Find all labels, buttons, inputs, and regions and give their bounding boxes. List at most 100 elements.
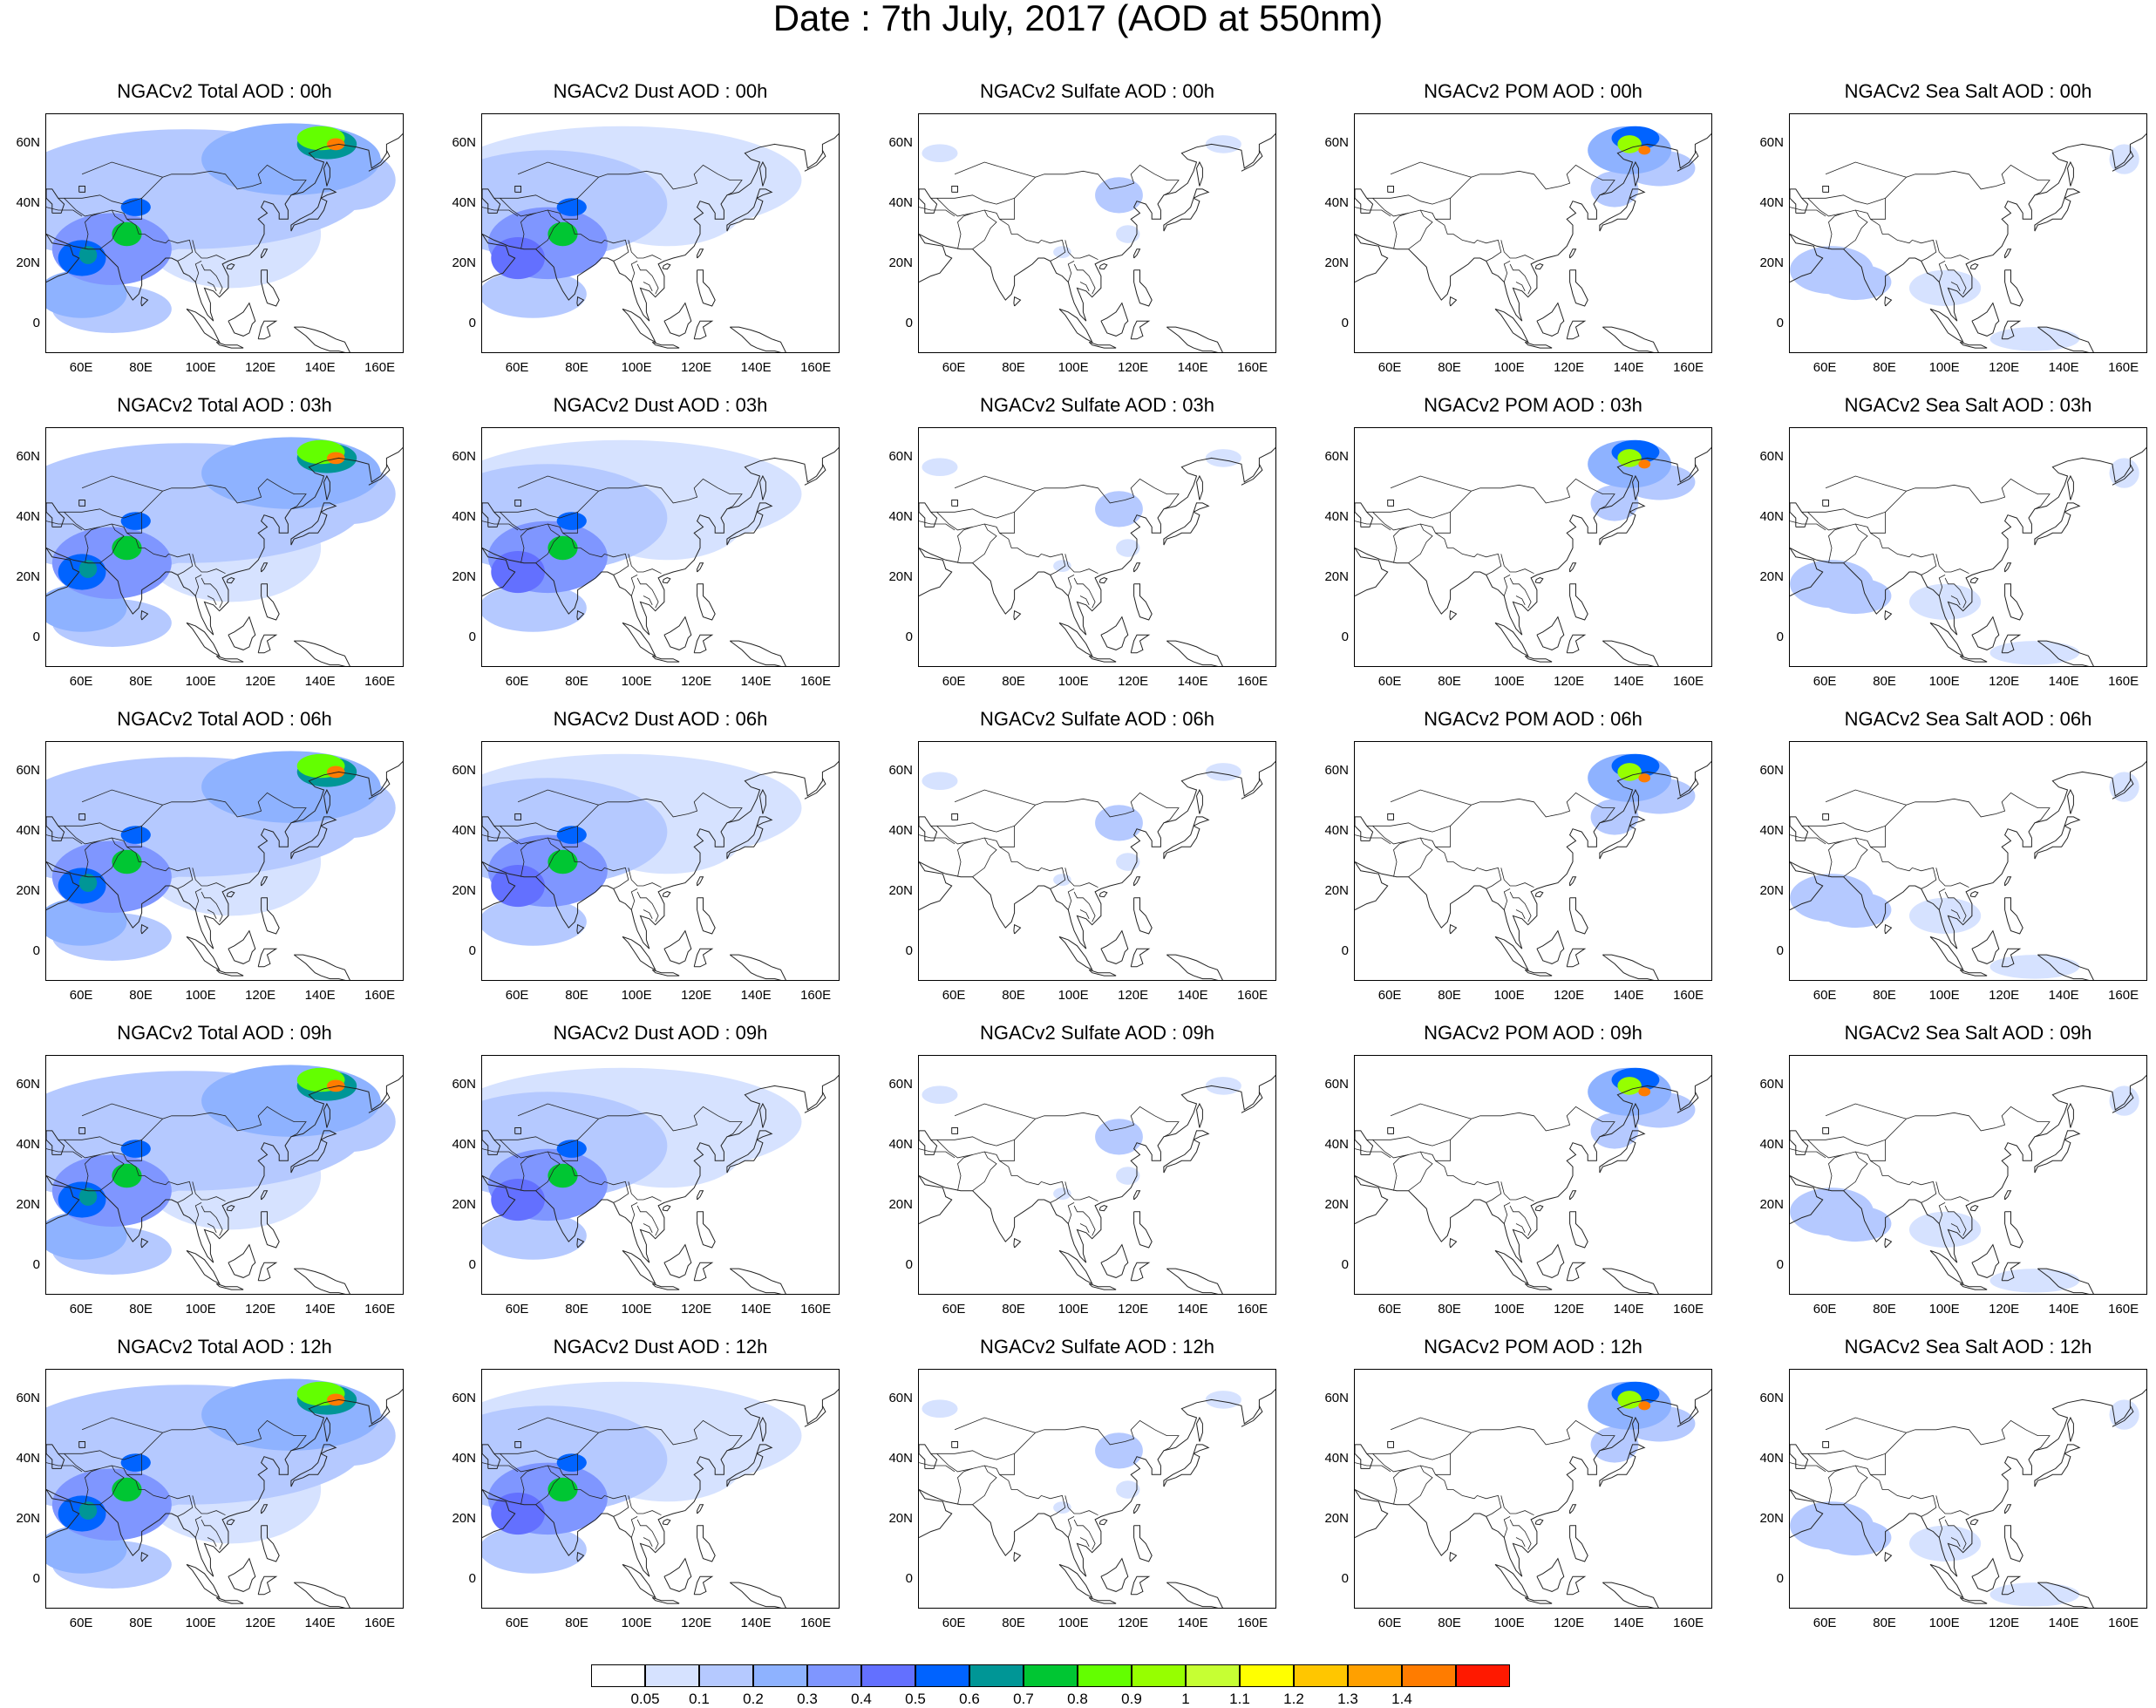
panel-title: NGACv2 Dust AOD : 03h	[553, 394, 768, 416]
lon-tick-label: 60E	[1813, 1302, 1837, 1317]
coastline	[693, 634, 714, 654]
coastline	[1631, 788, 1639, 814]
coastline	[1534, 890, 1544, 898]
lon-tick-label: 60E	[1813, 988, 1837, 1003]
coastline	[1408, 523, 1433, 564]
coastline	[207, 1537, 217, 1547]
coastline	[320, 1444, 337, 1454]
lat-tick-label: 60N	[452, 1077, 476, 1092]
coastline	[957, 1151, 1066, 1203]
coastline	[58, 508, 142, 534]
coastline	[1602, 640, 1659, 666]
coastline	[64, 1140, 100, 1159]
aod-region	[326, 452, 345, 465]
colorbar-label: 0.6	[959, 1691, 980, 1707]
coastline	[1959, 1596, 1988, 1604]
lat-tick-label: 60N	[888, 763, 913, 779]
aod-region	[326, 1079, 345, 1092]
lon-tick-label: 120E	[681, 1302, 712, 1317]
lon-tick-label: 160E	[1237, 1302, 1268, 1317]
coastline	[1355, 834, 1391, 845]
coastline	[1372, 826, 1409, 845]
lon-tick-label: 140E	[740, 1616, 772, 1630]
coastline	[1133, 1211, 1153, 1249]
coastline	[1825, 789, 1907, 806]
aod-field	[482, 753, 839, 980]
coastline	[2112, 150, 2134, 172]
lon-tick-label: 160E	[2108, 360, 2139, 375]
aod-region	[491, 236, 545, 280]
lat-tick-label: 0	[1776, 315, 1784, 330]
coastline	[2004, 1525, 2023, 1562]
coastline	[78, 1127, 85, 1134]
coastline	[482, 207, 519, 217]
lon-tick-label: 80E	[1438, 674, 1461, 689]
lon-tick-label: 140E	[740, 988, 772, 1003]
coastline	[2112, 1092, 2134, 1113]
coastline	[1064, 868, 1098, 888]
coastline	[293, 1268, 350, 1294]
lat-tick-label: 60N	[1759, 1391, 1784, 1406]
coastline	[1067, 261, 1075, 282]
map-panel	[481, 113, 840, 353]
lon-tick-label: 120E	[1989, 1302, 2020, 1317]
lat-tick-label: 0	[905, 942, 913, 958]
lon-tick-label: 120E	[681, 674, 712, 689]
lon-tick-label: 160E	[1237, 674, 1268, 689]
coastline	[1355, 760, 1711, 949]
coastline	[493, 194, 578, 220]
coastline	[1408, 837, 1433, 878]
colorbar-cell	[915, 1664, 969, 1687]
map-panel	[918, 427, 1276, 667]
aod-region	[1053, 1187, 1071, 1200]
coastline	[226, 262, 235, 270]
coastline	[261, 1211, 280, 1249]
coastline	[46, 834, 83, 845]
colorbar-cell	[861, 1664, 915, 1687]
coastline	[758, 1416, 766, 1442]
coastline	[1929, 1563, 1964, 1599]
lon-tick-label: 60E	[69, 360, 93, 375]
coastline	[1807, 1453, 1844, 1473]
lat-tick-label: 40N	[1324, 509, 1349, 525]
coastline	[954, 161, 1036, 178]
aod-region	[120, 198, 151, 216]
coastline	[228, 302, 256, 337]
coastline	[482, 1148, 519, 1159]
coastline	[622, 936, 656, 971]
lat-tick-label: 0	[32, 1256, 40, 1272]
coastline	[1971, 302, 2000, 337]
coastline	[482, 834, 519, 845]
coastline	[1790, 521, 1826, 531]
coastline	[194, 1202, 202, 1224]
map-panel	[1789, 113, 2147, 353]
coastline	[1969, 1518, 1979, 1526]
lat-tick-label: 20N	[1324, 568, 1349, 584]
coastline	[1950, 1537, 1961, 1547]
lon-tick-label: 160E	[2108, 1616, 2139, 1630]
coastline	[81, 1103, 163, 1119]
lon-tick-label: 100E	[1928, 1616, 1960, 1630]
coastline	[1536, 929, 1565, 964]
lat-tick-label: 0	[1776, 1256, 1784, 1272]
coastline	[1515, 595, 1526, 605]
lon-tick-label: 60E	[69, 1302, 93, 1317]
coastline	[930, 508, 1015, 534]
lon-tick-label: 120E	[245, 1616, 276, 1630]
coastline	[141, 478, 307, 513]
coastline	[1387, 1127, 1394, 1134]
aod-region	[1617, 135, 1642, 153]
coastline	[1088, 655, 1117, 663]
coastline	[1079, 1537, 1090, 1547]
aod-field	[1790, 133, 2146, 352]
coastline	[930, 194, 1015, 220]
lat-tick-label: 40N	[16, 195, 40, 211]
coastline	[1969, 576, 1979, 584]
coastline	[1825, 1417, 1907, 1433]
map-panel	[1789, 741, 2147, 981]
coastline	[729, 1268, 786, 1294]
coastline	[2064, 1130, 2081, 1140]
coastline	[2112, 778, 2134, 800]
coastline	[261, 1525, 280, 1562]
coastline	[368, 150, 391, 172]
